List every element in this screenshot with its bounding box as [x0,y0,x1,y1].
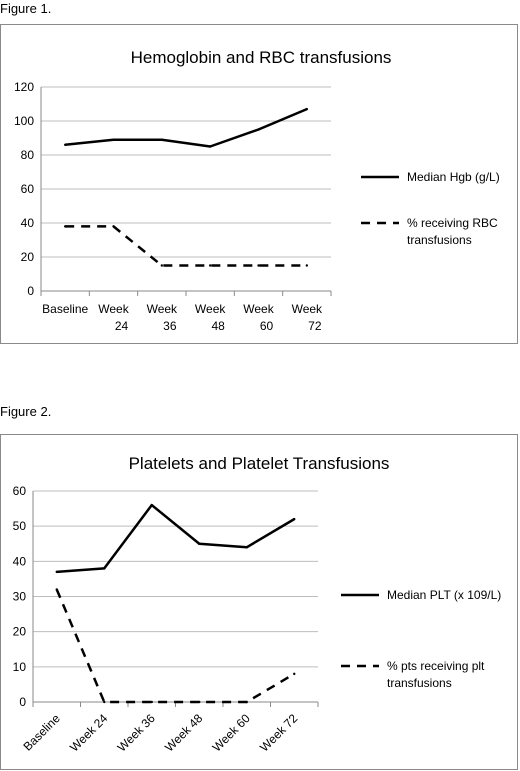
data-point [112,138,115,141]
x-tick-label: 72 [308,319,322,333]
figure-2-label: Figure 2. [0,404,52,419]
y-tick-label: 10 [13,660,27,674]
data-point [245,546,248,549]
y-tick-label: 20 [21,250,35,264]
data-point [198,542,201,545]
series-line-dashed [65,225,307,267]
chart-title: Hemoglobin and RBC transfusions [131,48,392,67]
x-tick-label: Baseline [42,302,88,316]
data-point [55,588,58,591]
y-tick-label: 0 [27,284,34,298]
chart-2-container: Platelets and Platelet Transfusions 0 10 20… [0,434,518,770]
data-point [293,517,296,521]
y-tick-label: 50 [13,519,27,533]
series-line-solid [65,107,308,148]
data-point [150,700,153,704]
legend-label: % pts receiving plt [387,659,485,673]
data-point [150,503,153,507]
x-tick-label: Week 60 [210,711,253,754]
y-tick-label: 0 [19,695,26,709]
figure-1-label: Figure 1. [0,1,52,16]
data-point [63,143,67,146]
data-point [208,264,212,267]
data-point [112,225,115,228]
data-point [103,567,106,570]
data-point [63,225,67,228]
chart-title: Platelets and Platelet Transfusions [129,454,390,473]
data-point [103,700,106,704]
data-point [208,145,212,148]
x-tick-label: 60 [260,319,274,333]
data-point [257,264,260,267]
x-tick-label: 36 [163,319,177,333]
x-tick-label: 48 [211,319,225,333]
series-line-dashed [55,588,295,704]
x-tick-label: Week 72 [257,711,300,754]
data-point [257,128,260,131]
data-point [160,264,164,267]
x-tick-label: Week [243,302,274,316]
series-line-solid [56,503,295,574]
chart-2-svg: Platelets and Platelet Transfusions 0 10 20… [13,454,502,754]
data-point [305,264,309,267]
y-tick-label: 100 [14,114,34,128]
x-tick-label: Baseline [20,711,63,754]
chart-1-container: Hemoglobin and RBC transfusions 0 20 40 60 80… [0,24,518,344]
legend-label: Median PLT (x 109/L) [387,588,501,602]
data-point [160,138,164,141]
legend-label: Median Hgb (g/L) [407,170,500,184]
y-tick-label: 80 [21,148,35,162]
legend-label: transfusions [387,676,452,690]
x-tick-label: Week [147,302,178,316]
y-tick-label: 60 [21,182,35,196]
y-tick-label: 40 [21,216,35,230]
x-tick-label: Week [292,302,323,316]
y-tick-label: 60 [13,484,27,498]
data-point [305,107,309,111]
data-point [198,700,201,704]
y-tick-label: 30 [13,590,27,604]
x-tick-label: Week [195,302,226,316]
x-tick-label: Week 36 [115,711,158,754]
chart-1-svg: Hemoglobin and RBC transfusions 0 20 40 60 80… [14,48,500,333]
data-point [55,570,58,574]
y-tick-label: 40 [13,554,27,568]
x-tick-label: Week 24 [67,711,110,754]
legend-label: % receiving RBC [407,216,498,230]
y-tick-label: 20 [13,625,27,639]
x-tick-label: 24 [115,319,129,333]
legend-label: transfusions [407,233,472,247]
data-point [293,672,296,676]
data-point [245,700,248,704]
y-tick-label: 120 [14,80,34,94]
x-tick-label: Week [98,302,129,316]
x-tick-label: Week 48 [162,711,205,754]
